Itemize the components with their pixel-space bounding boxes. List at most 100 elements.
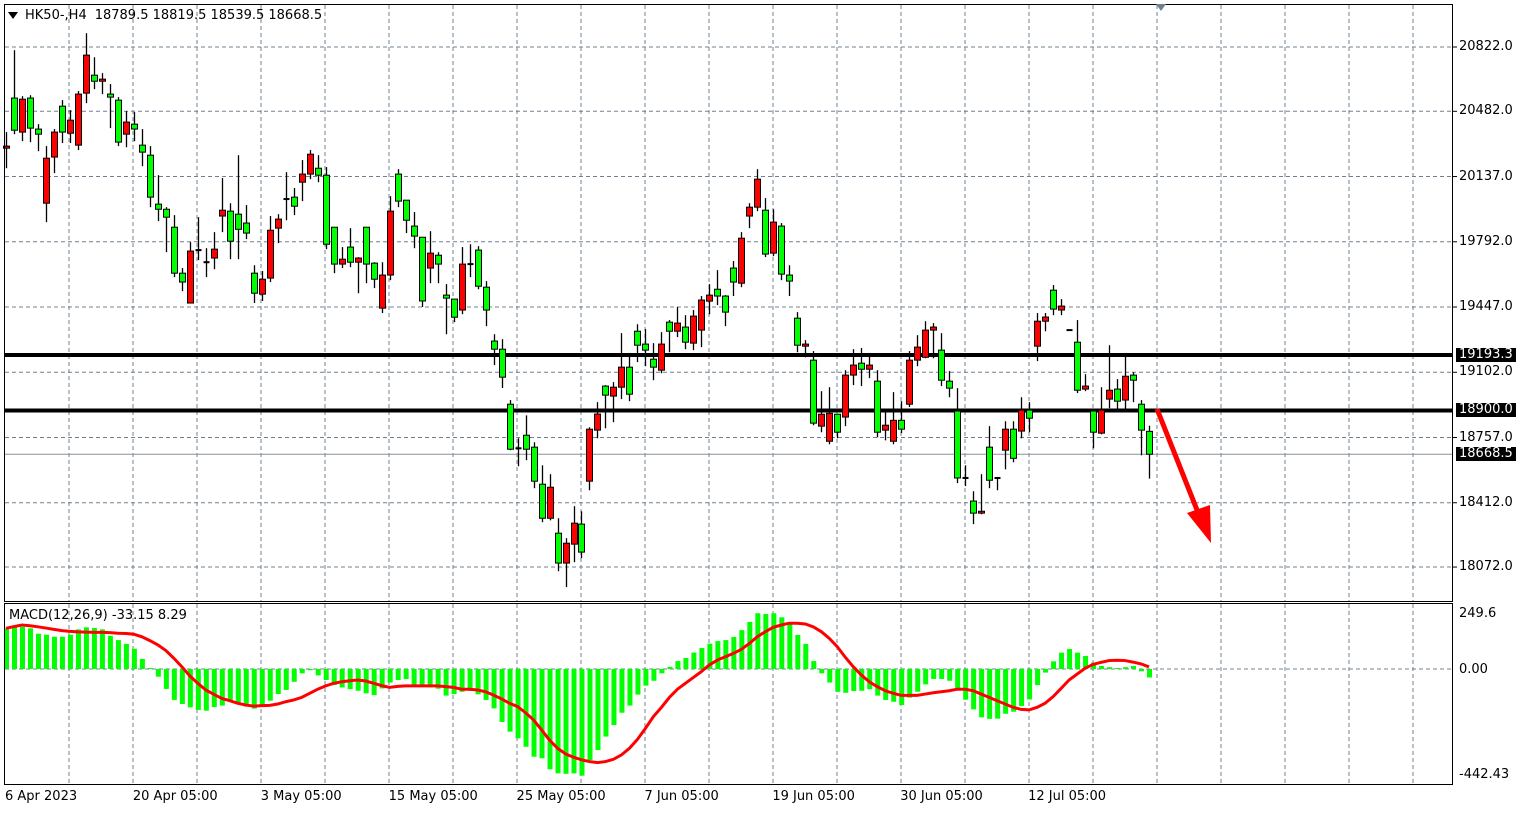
macd-histogram-bar (555, 669, 561, 774)
macd-histogram-bar (571, 669, 577, 774)
macd-histogram-bar (851, 669, 857, 691)
macd-histogram-bar (4, 628, 9, 669)
macd-histogram-bar (411, 669, 417, 686)
macd-histogram-bar (1019, 669, 1025, 707)
candle-body-bull (978, 510, 985, 514)
macd-histogram-bar (443, 669, 449, 696)
macd-histogram-bar (531, 669, 537, 757)
macd-histogram-bar (1107, 667, 1113, 669)
candle (586, 427, 593, 491)
macd-histogram-bar (1043, 669, 1049, 673)
candle (171, 215, 178, 278)
candle-body-bear (938, 349, 945, 381)
candle (235, 155, 242, 260)
candle (331, 226, 338, 274)
candle (427, 231, 434, 284)
candle-body-bear (59, 105, 66, 133)
candle-body-bear (722, 295, 729, 313)
candle (1090, 410, 1097, 449)
candle (810, 351, 817, 426)
candle (994, 476, 1001, 491)
candle (555, 518, 562, 572)
macd-histogram-bar (27, 628, 33, 669)
macd-histogram-bar (1139, 669, 1145, 672)
candle-body-bear (243, 222, 250, 234)
candle-body-bull (842, 374, 849, 418)
macd-histogram-bar (107, 635, 113, 669)
macd-histogram-bar (923, 669, 929, 685)
candle (139, 129, 146, 167)
candle-body-bear (155, 203, 162, 210)
frames (4, 4, 1453, 785)
chart-shift-marker-icon[interactable] (1156, 4, 1166, 11)
macd-histogram-bar (91, 628, 97, 669)
candle-body-bear (499, 348, 506, 378)
macd-histogram-bar (803, 643, 809, 669)
candle-body-bear (235, 213, 242, 230)
macd-histogram-bar (963, 669, 969, 700)
candle-body-bull (1106, 389, 1113, 400)
macd-histogram-bar (883, 669, 889, 700)
macd-histogram-bar (43, 634, 49, 669)
candle (395, 169, 402, 208)
macd-histogram-bar (867, 669, 873, 690)
candle (355, 257, 362, 294)
candle (690, 310, 697, 351)
candle-body-bull (1042, 316, 1049, 322)
macd-histogram-bar (763, 614, 769, 669)
candle-body-bull (299, 173, 306, 183)
macd-histogram-bar (459, 669, 465, 692)
candle (83, 33, 90, 104)
macd-histogram-bar (811, 661, 817, 669)
macd-histogram-bar (747, 621, 753, 669)
candle-body-bull (219, 209, 226, 217)
horizontal-levels[interactable] (5, 352, 1452, 455)
macd-tick-label: -442.43 (1459, 767, 1510, 782)
candle (435, 252, 442, 284)
candle-body-bear (642, 343, 649, 351)
candle-body-bear (27, 97, 34, 129)
candle-body-bear (794, 317, 801, 346)
candle-body-bull (379, 274, 386, 309)
macd-histogram-bar (779, 617, 785, 669)
candle (802, 340, 809, 358)
macd-histogram-bar (875, 669, 881, 696)
down-arrow-annotation[interactable] (1154, 408, 1211, 543)
candle (483, 281, 490, 327)
macd-histogram-bar (59, 636, 65, 669)
candle (43, 146, 50, 223)
candle-body-bear (163, 208, 170, 218)
macd-histogram-bar (987, 669, 993, 719)
price-tick-label: 20137.0 (1459, 168, 1513, 184)
candle (115, 97, 122, 147)
candle-body-bull (187, 250, 194, 304)
candle-body-bull (850, 364, 857, 376)
macd-histogram-bar (427, 669, 433, 688)
candle (602, 385, 609, 429)
candle (203, 248, 210, 278)
dropdown-triangle-icon[interactable] (8, 12, 18, 19)
macd-histogram-bar (331, 669, 337, 686)
candle-body-bull (275, 218, 282, 229)
macd-histogram-bar (715, 641, 721, 669)
candle (1042, 313, 1049, 332)
macd-histogram-bar (163, 669, 169, 689)
candle (978, 474, 985, 515)
candle-body-bull (19, 98, 26, 133)
candle (3, 132, 10, 169)
macd-tick-label: 249.6 (1459, 606, 1497, 621)
candle (491, 334, 498, 366)
candle-body-bear (507, 403, 514, 450)
candle (738, 232, 745, 288)
macd-histogram-bar (99, 629, 105, 669)
candle-body-bear (179, 272, 186, 283)
macd-histogram-bar (259, 669, 265, 707)
candle (211, 232, 218, 270)
candle-body-bear (131, 123, 138, 130)
candle (842, 370, 849, 427)
candle (754, 169, 761, 212)
candle-body-bear (451, 298, 458, 318)
candle-body-bear (730, 267, 737, 283)
macd-histogram-bar (11, 626, 17, 669)
